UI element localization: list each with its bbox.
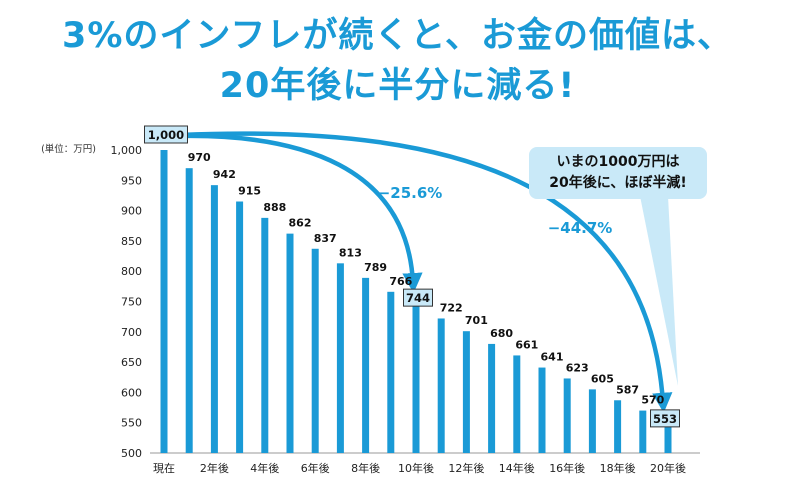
y-tick-label: 600 [121, 386, 142, 399]
bar [538, 367, 546, 453]
unit-label: (単位：万円) [41, 143, 96, 155]
bar [210, 185, 218, 453]
value-label: 970 [188, 151, 211, 164]
x-tick-label: 20年後 [650, 461, 686, 475]
x-tick-label: 6年後 [301, 461, 330, 475]
value-label: 680 [490, 327, 513, 340]
value-label: 862 [289, 217, 312, 230]
x-tick-label: 現在 [153, 462, 175, 475]
bar [588, 389, 596, 453]
value-label: 789 [364, 261, 387, 274]
y-tick-label: 650 [121, 356, 142, 369]
bar [185, 168, 193, 453]
value-label: 587 [616, 383, 639, 396]
y-tick-label: 500 [121, 447, 142, 460]
bar [236, 201, 244, 453]
value-label: 837 [314, 232, 337, 245]
value-label: 605 [591, 372, 614, 385]
bar [311, 248, 319, 453]
value-label: 570 [641, 394, 664, 407]
y-tick-label: 1,000 [111, 144, 143, 157]
bar [488, 343, 496, 453]
title-line-1: 3%のインフレが続くと、お金の価値は、 [62, 16, 733, 56]
x-tick-label: 12年後 [448, 461, 484, 475]
annotation-label: −25.6% [378, 184, 443, 202]
bar [160, 150, 168, 453]
bar [437, 318, 445, 453]
value-label: 553 [653, 412, 677, 426]
value-label: 915 [238, 185, 261, 198]
value-label: 813 [339, 246, 362, 259]
value-label: 1,000 [148, 128, 184, 142]
bar [286, 233, 294, 453]
bar [462, 331, 470, 453]
y-tick-label: 700 [121, 326, 142, 339]
highlight-label-box [650, 409, 680, 428]
y-tick-label: 800 [121, 265, 142, 278]
value-label: 623 [566, 361, 589, 374]
x-tick-label: 4年後 [250, 461, 279, 475]
change-arrow [179, 131, 673, 413]
y-tick-label: 850 [121, 235, 142, 248]
highlight-label-box [144, 125, 188, 144]
value-label: 661 [515, 338, 538, 351]
bar [387, 291, 395, 453]
x-tick-label: 14年後 [499, 461, 535, 475]
bar [362, 277, 370, 453]
annotation-label: −44.7% [548, 219, 613, 237]
x-tick-label: 10年後 [398, 461, 434, 475]
x-tick-label: 18年後 [600, 461, 636, 475]
value-label: 766 [389, 275, 412, 288]
bar [614, 400, 622, 453]
bar [336, 263, 344, 453]
y-tick-label: 550 [121, 417, 142, 430]
y-tick-label: 750 [121, 296, 142, 309]
bar [513, 355, 521, 453]
change-arrow [179, 133, 423, 294]
value-label: 888 [263, 201, 286, 214]
callout-line-2: 20年後に、ほぼ半減! [549, 175, 687, 191]
value-label: 942 [213, 168, 236, 181]
bar [261, 217, 269, 453]
x-tick-label: 8年後 [351, 461, 380, 475]
bar [664, 420, 672, 453]
callout-pointer [640, 196, 678, 386]
bar [639, 410, 647, 453]
y-tick-label: 950 [121, 174, 142, 187]
callout-box: いまの1000万円は 20年後に、ほぼ半減! [529, 147, 707, 199]
x-tick-label: 16年後 [549, 461, 585, 475]
y-tick-label: 900 [121, 205, 142, 218]
highlight-label-box [403, 288, 433, 307]
value-label: 722 [440, 301, 463, 314]
x-tick-label: 2年後 [200, 461, 229, 475]
title-line-2: 20年後に半分に減る! [219, 66, 576, 106]
bar [412, 305, 420, 453]
value-label: 641 [541, 351, 564, 364]
value-label: 701 [465, 314, 488, 327]
value-label: 744 [406, 291, 430, 305]
callout-line-1: いまの1000万円は [556, 154, 680, 170]
bar [563, 378, 571, 453]
